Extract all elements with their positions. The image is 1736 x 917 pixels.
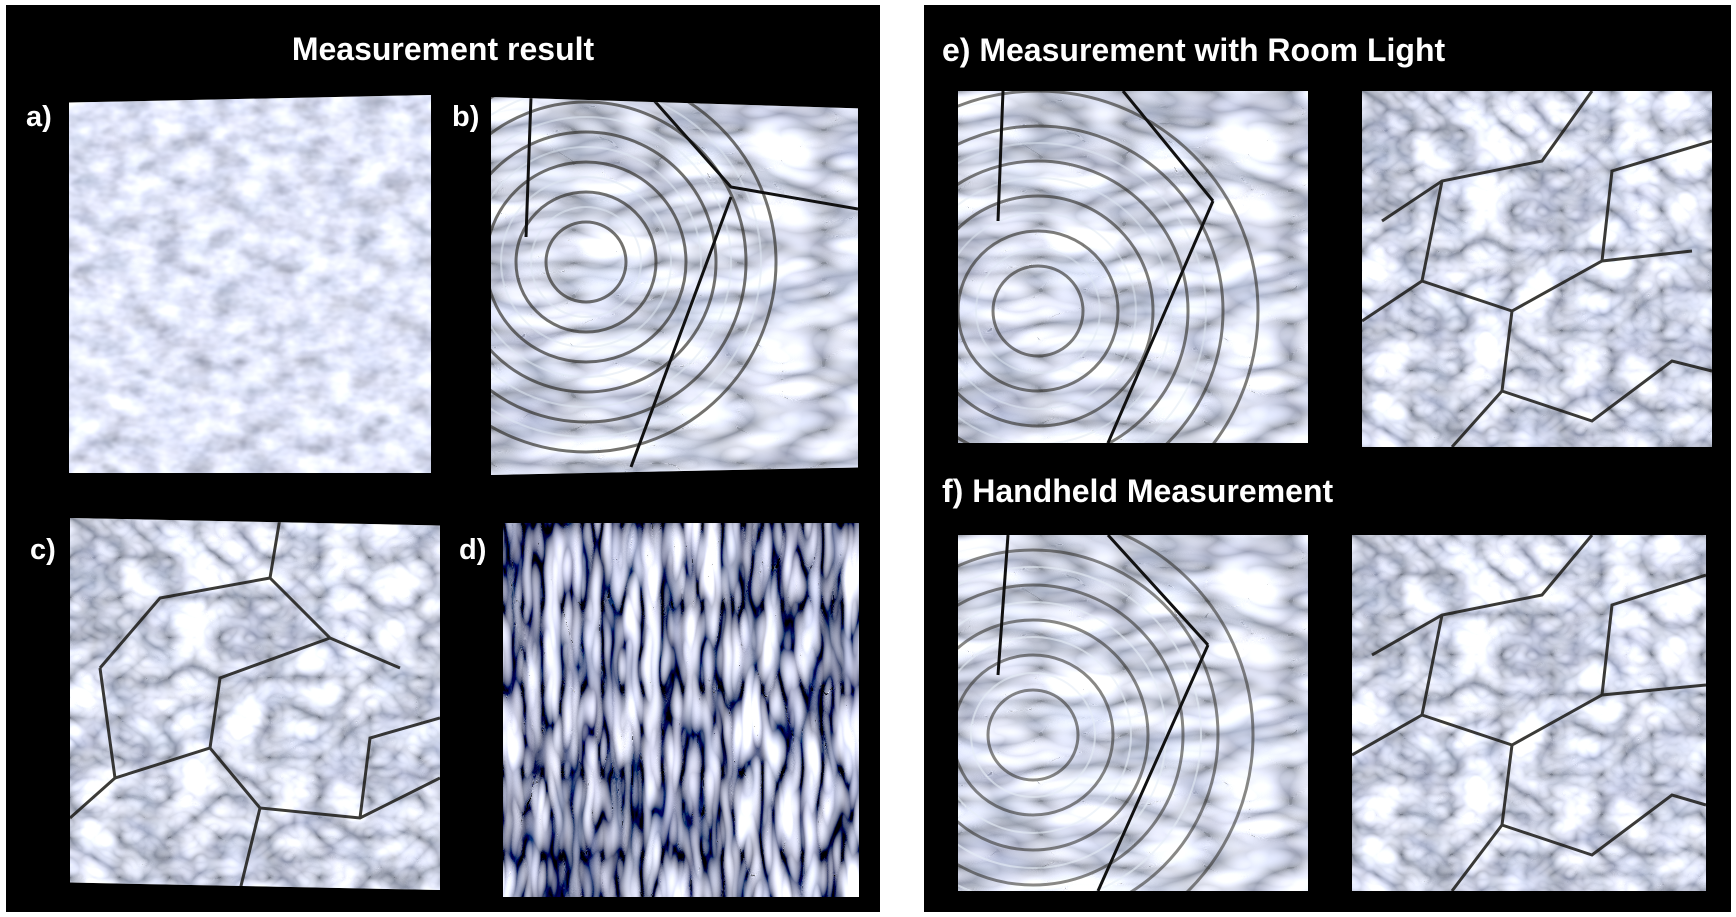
label-a: a) (26, 101, 52, 133)
heading-handheld: f) Handheld Measurement (942, 473, 1334, 509)
image-b-ripple-texture (491, 97, 858, 475)
right-figure-panel: e) Measurement with Room Light f) Handhe… (924, 5, 1731, 912)
label-c: c) (30, 534, 56, 566)
image-f-right-cellular (1352, 535, 1706, 891)
label-d: d) (459, 534, 487, 566)
panel-title: Measurement result (291, 31, 595, 67)
image-d-wavy-texture (503, 523, 859, 897)
image-f-left-ripple (958, 535, 1308, 891)
image-a-fine-texture (69, 95, 431, 473)
image-e-right-cellular (1362, 91, 1712, 447)
left-figure-panel: Measurement result a) b) c) d) (6, 5, 880, 912)
image-e-left-ripple (958, 91, 1308, 443)
heading-room-light: e) Measurement with Room Light (942, 32, 1446, 68)
image-c-cellular-texture (70, 518, 440, 890)
label-b: b) (452, 101, 480, 133)
